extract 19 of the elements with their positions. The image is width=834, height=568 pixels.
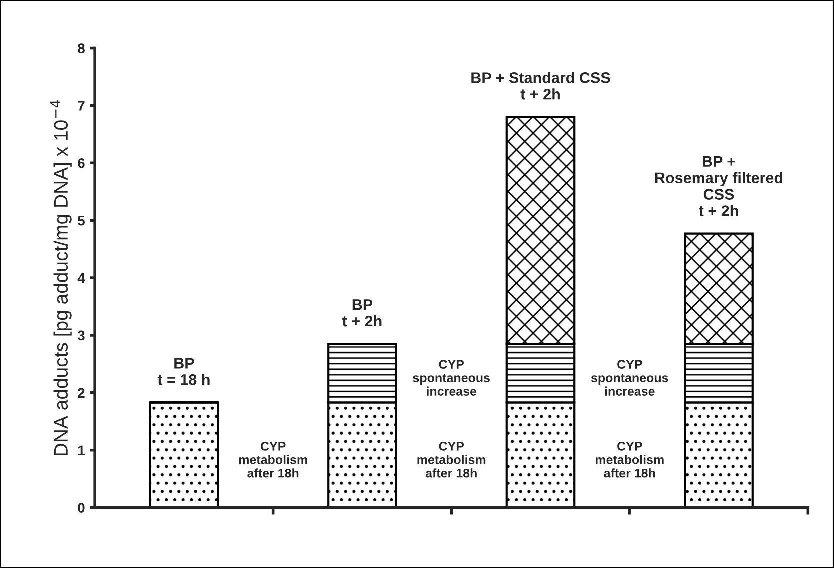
series-label: CYP spontaneous increase [591, 360, 668, 396]
y-tick-label: 1 [78, 446, 85, 456]
y-tick-label: 6 [78, 158, 85, 168]
text: CYP spontaneous increase [413, 360, 490, 396]
series-label: CYP metabolism after 18h [596, 442, 664, 478]
y-tick-label: 0 [78, 503, 85, 513]
x-tick-label: BP t + 2h [342, 300, 382, 327]
y-tick-label: 8 [78, 44, 85, 54]
y-tick-label: 7 [78, 101, 85, 111]
x-tick-label: BP + Rosemary filtered CSS t + 2h [656, 156, 783, 216]
y-tick-label: 4 [78, 274, 86, 284]
x-tick-label: BP t = 18 h [158, 358, 210, 386]
y-tick-label: 5 [78, 216, 85, 226]
y-axis-title: DNA adducts [pg adduct/mg DNA] x 10$^{−4}$ [50, 100, 72, 456]
x-tick-label: BP + Standard CSS t + 2h [472, 72, 610, 100]
y-tick-label: 3 [78, 330, 85, 341]
text: CYP metabolism after 18h [418, 442, 486, 478]
y-tick-label: 2 [78, 388, 85, 398]
text: CYP metabolism after 18h [239, 442, 308, 478]
